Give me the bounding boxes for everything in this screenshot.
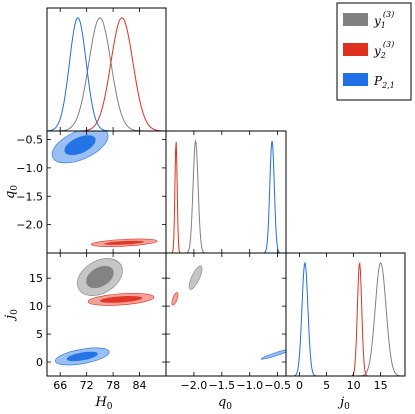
contour-inner-s1-H0_j0 xyxy=(86,265,114,289)
panel-frame xyxy=(46,7,167,132)
x-tick-label: −2.0 xyxy=(181,379,208,392)
x-tick-label: 72 xyxy=(80,379,94,392)
legend-swatch-s1 xyxy=(343,13,368,26)
x-tick-label: −0.5 xyxy=(264,379,291,392)
contour-inner-s3-H0_q0 xyxy=(64,135,96,156)
x-axis-label-H0: H0 xyxy=(94,395,112,412)
x-tick-label: −1.5 xyxy=(208,379,235,392)
y-axis-label-j0: j0 xyxy=(3,309,20,322)
y-tick-label: −1.5 xyxy=(16,190,43,203)
x-axis-label-q0: q0 xyxy=(218,395,232,412)
x-tick-label: 10 xyxy=(347,379,361,392)
legend-swatch-s3 xyxy=(343,73,368,86)
x-tick-label: 0 xyxy=(296,379,303,392)
panel-j0-j0: 0 5 10 15 xyxy=(285,252,406,392)
x-tick-label: 66 xyxy=(53,379,67,392)
y-tick-label: −1.0 xyxy=(16,162,43,175)
x-tick-label: 84 xyxy=(133,379,147,392)
legend: y1(3) y2(3) P2,1 xyxy=(336,2,412,101)
x-tick-label: 78 xyxy=(106,379,120,392)
panel-frame xyxy=(285,252,406,377)
x-tick-label: −1.0 xyxy=(236,379,263,392)
x-tick-label: 15 xyxy=(374,379,388,392)
axis-labels: H0 q0 j0 q0 j0 xyxy=(3,185,350,412)
panel-H0-j0: 66 72 78 84 0 5 10 15 xyxy=(29,252,167,392)
y-tick-label: 5 xyxy=(36,328,43,341)
marginal-s3-j0 xyxy=(286,261,405,376)
marginal-s3-q0 xyxy=(166,140,286,253)
x-axis-label-j0: j0 xyxy=(337,395,350,412)
marginal-s2-H0 xyxy=(47,17,166,131)
legend-label-s1: y1(3) xyxy=(373,10,394,30)
legend-label-s2: y2(3) xyxy=(373,40,394,60)
panel-H0-q0: −2.0 −1.5 −1.0 −0.5 xyxy=(16,130,167,254)
contour-inner-s3-H0_j0 xyxy=(66,351,98,362)
contour-inner-s2-H0_q0 xyxy=(104,240,144,245)
x-tick-label: 5 xyxy=(323,379,330,392)
panel-q0-j0: −2.0 −1.5 −1.0 −0.5 xyxy=(165,252,291,392)
y-tick-label: −0.5 xyxy=(16,134,43,147)
contour-outer-s2-q0_j0 xyxy=(171,292,179,306)
contour-inner-s2-H0_j0 xyxy=(99,296,143,303)
legend-label-s3: P2,1 xyxy=(373,74,395,90)
y-tick-label: 15 xyxy=(29,272,43,285)
marginal-s1-H0 xyxy=(47,17,166,131)
panel-q0-q0 xyxy=(165,130,287,254)
contour-outer-s1-q0_j0 xyxy=(188,265,203,290)
y-tick-label: 10 xyxy=(29,300,43,313)
marginal-s1-j0 xyxy=(286,262,405,376)
contour-outer-s3-q0_j0 xyxy=(260,348,286,360)
panel-H0-H0 xyxy=(46,7,167,132)
y-axis-label-q0: q0 xyxy=(3,185,20,199)
y-tick-label: 0 xyxy=(36,356,43,369)
legend-swatch-s2 xyxy=(343,43,368,56)
y-tick-label: −2.0 xyxy=(16,219,43,232)
